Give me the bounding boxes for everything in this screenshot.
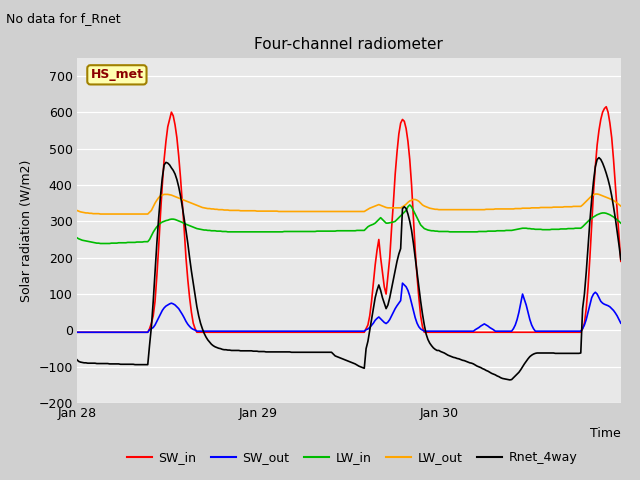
Text: No data for f_Rnet: No data for f_Rnet [6, 12, 121, 25]
Text: HS_met: HS_met [90, 68, 143, 81]
Title: Four-channel radiometer: Four-channel radiometer [254, 37, 444, 52]
Legend: SW_in, SW_out, LW_in, LW_out, Rnet_4way: SW_in, SW_out, LW_in, LW_out, Rnet_4way [122, 446, 582, 469]
Text: Time: Time [590, 427, 621, 440]
Y-axis label: Solar radiation (W/m2): Solar radiation (W/m2) [20, 159, 33, 301]
